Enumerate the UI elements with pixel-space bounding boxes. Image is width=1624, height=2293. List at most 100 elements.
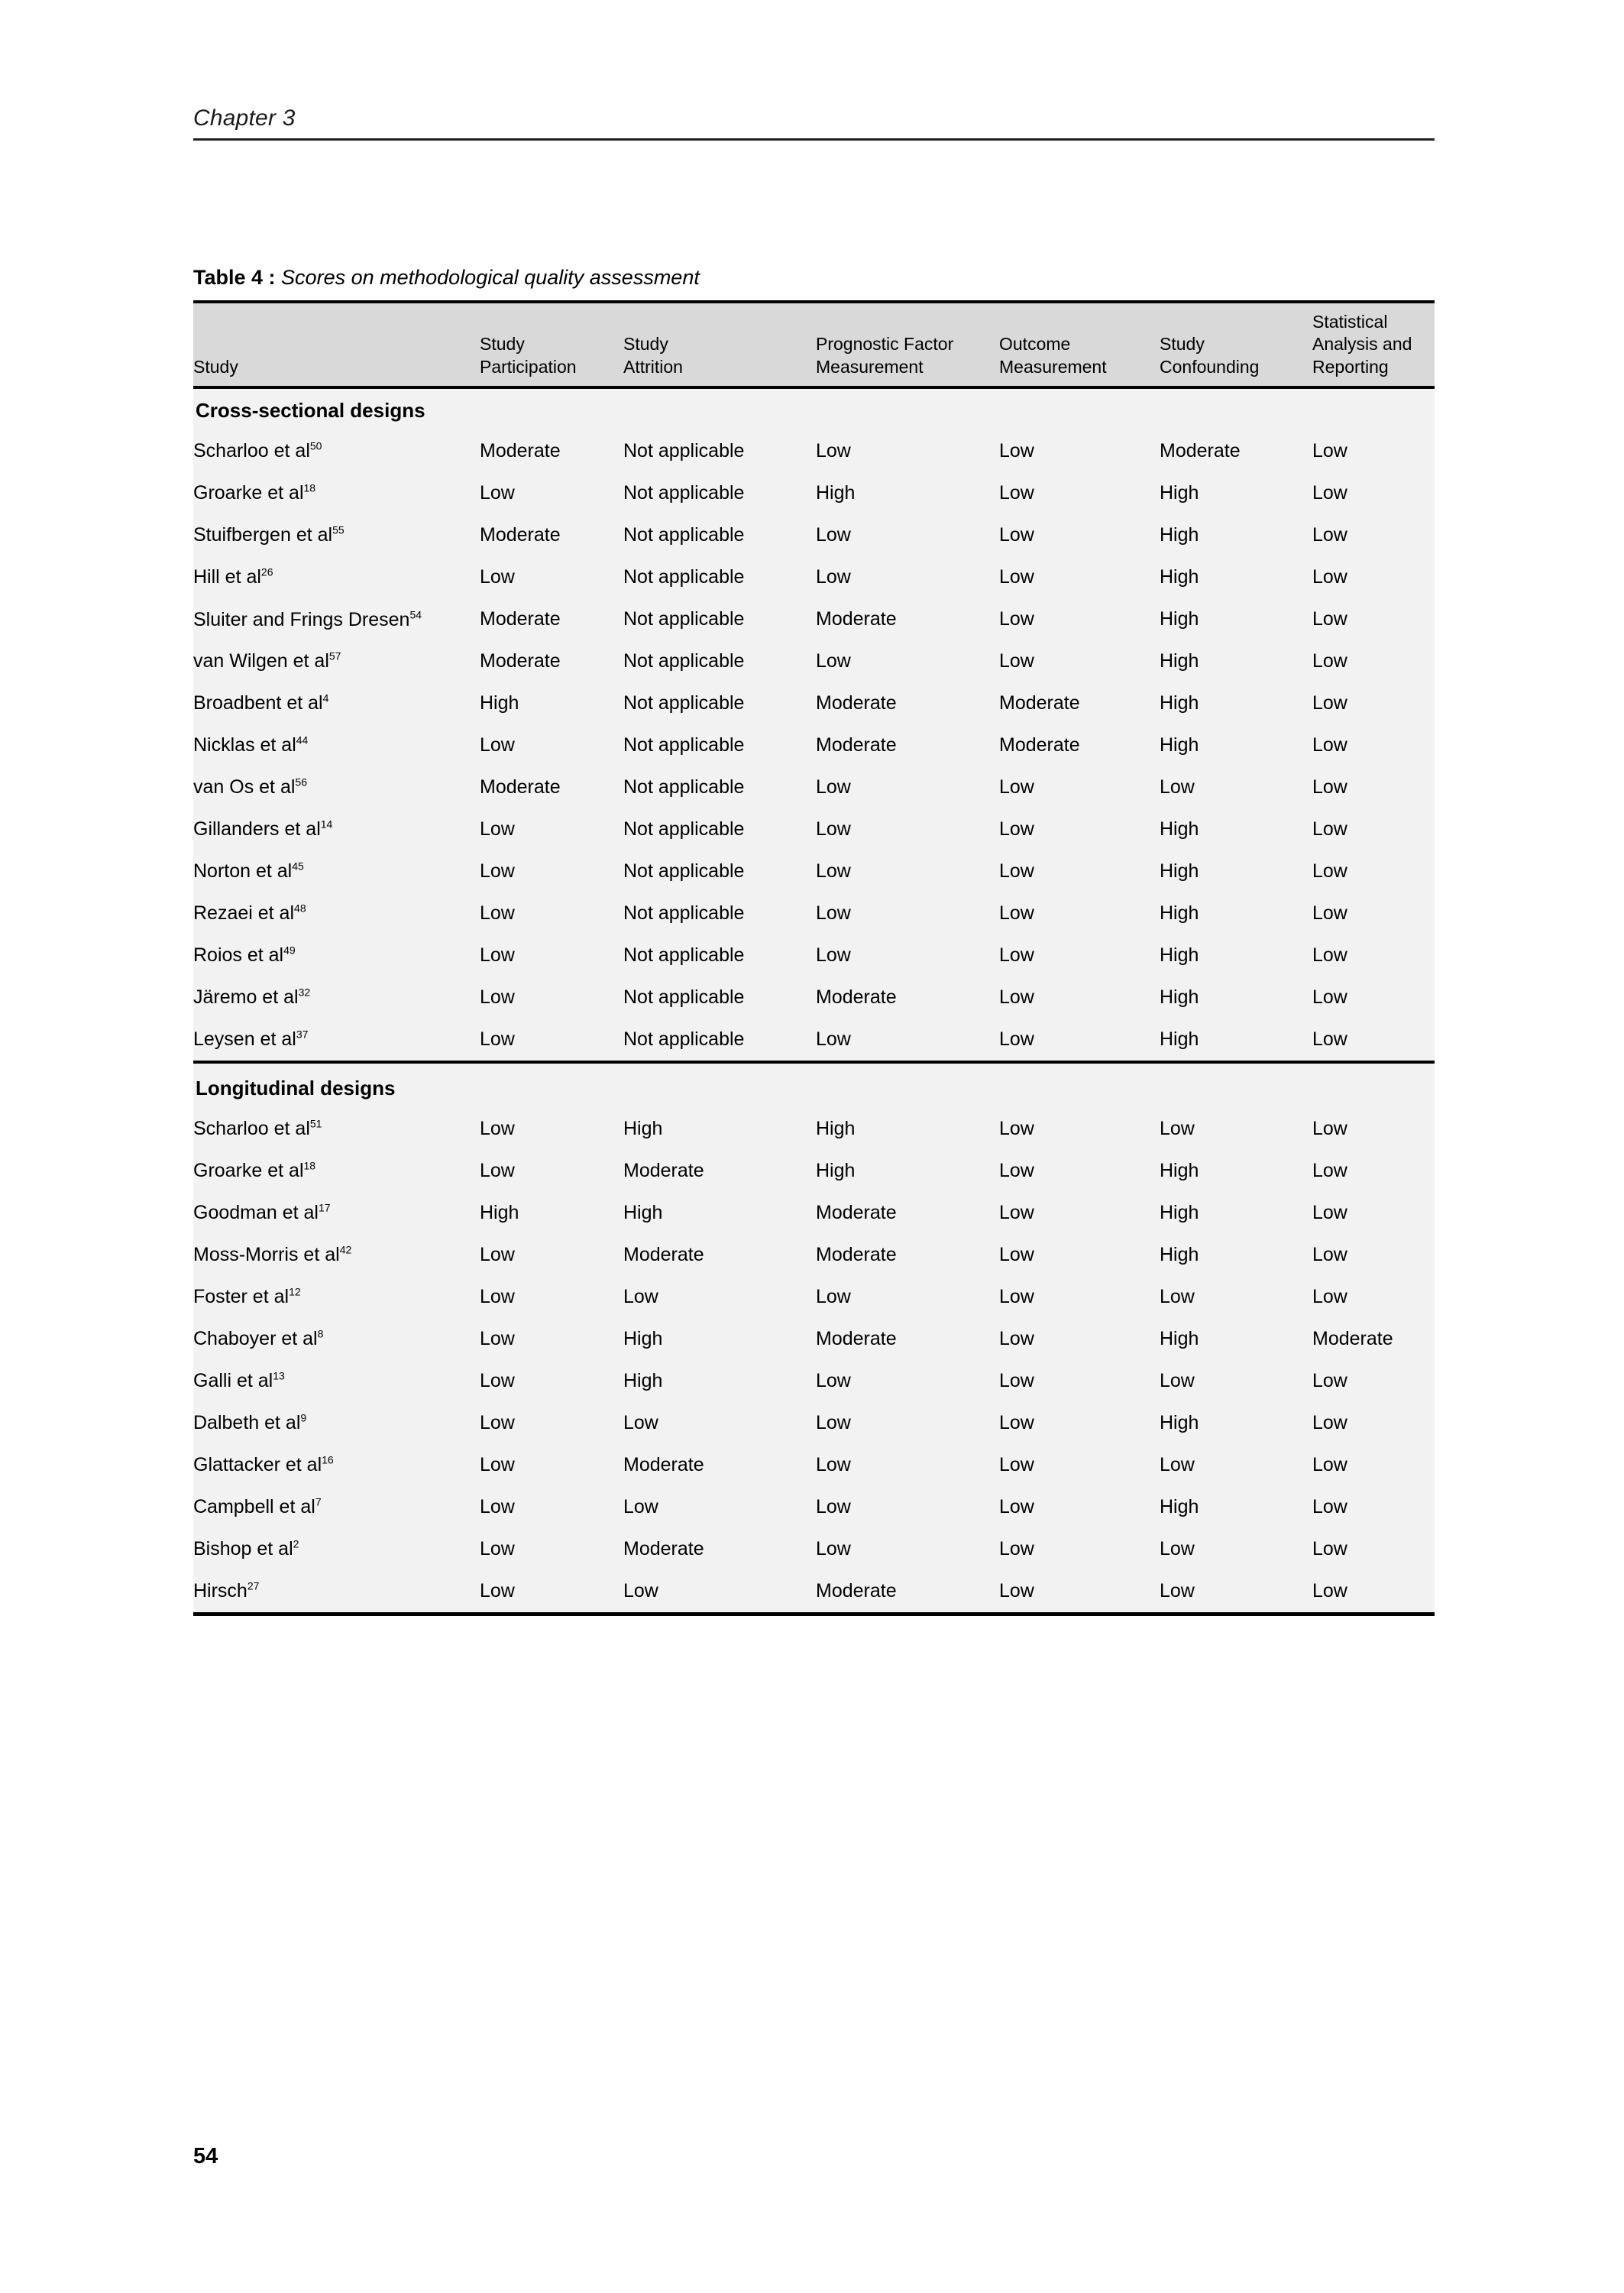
study-name-text: Gillanders et al — [193, 818, 321, 840]
study-name-text: Glattacker et al — [193, 1454, 322, 1476]
rating-cell-confounding: High — [1160, 1318, 1312, 1361]
column-header-attrition: Study Attrition — [623, 300, 816, 390]
rating-cell-attrition: Low — [623, 1570, 816, 1617]
section-spacer-cell — [816, 387, 999, 431]
rating-cell-attrition: Not applicable — [623, 472, 816, 515]
column-header-line: Study — [623, 334, 668, 355]
rating-cell-statistical: Low — [1312, 472, 1435, 515]
rating-cell-confounding: High — [1160, 640, 1312, 683]
reference-superscript: 26 — [260, 565, 273, 578]
column-header-line: Study — [193, 356, 238, 377]
study-name-cell: Hirsch27 — [193, 1570, 480, 1617]
rating-cell-outcome: Low — [999, 430, 1160, 473]
section-title: Cross-sectional designs — [193, 387, 480, 431]
rating-cell-participation: Moderate — [480, 514, 623, 557]
rating-cell-participation: High — [480, 682, 623, 725]
caption-label: Table 4 : — [193, 266, 276, 289]
rating-cell-outcome: Low — [999, 1528, 1160, 1571]
table-header-row: Study Study Participation Study Attrition … — [193, 300, 1435, 390]
rating-cell-statistical: Low — [1312, 1570, 1435, 1617]
rating-cell-outcome: Low — [999, 1318, 1160, 1361]
rating-cell-participation: Low — [480, 1234, 623, 1277]
reference-superscript: 57 — [328, 649, 341, 662]
study-name-text: Chaboyer et al — [193, 1328, 318, 1350]
column-header-line: Study — [480, 334, 525, 355]
reference-superscript: 27 — [247, 1579, 260, 1592]
column-header-line — [480, 311, 619, 333]
table-row: Dalbeth et al9 Low Low Low Low High Low — [193, 1402, 1435, 1445]
rating-cell-prognostic: Low — [816, 1444, 999, 1487]
table-row: Gillanders et al14 Low Not applicable Low Lo… — [193, 808, 1435, 851]
rating-cell-outcome: Low — [999, 1444, 1160, 1487]
rating-cell-confounding: High — [1160, 682, 1312, 725]
running-header: Chapter 3 — [193, 105, 1435, 141]
rating-cell-outcome: Moderate — [999, 682, 1160, 725]
rating-cell-prognostic: Low — [816, 556, 999, 599]
section-title: Longitudinal designs — [193, 1061, 480, 1109]
column-header-line — [623, 311, 811, 333]
rating-cell-prognostic: High — [816, 472, 999, 515]
rating-cell-statistical: Low — [1312, 430, 1435, 473]
rating-cell-participation: Low — [480, 1108, 623, 1151]
rating-cell-attrition: Moderate — [623, 1234, 816, 1277]
table-row: Norton et al45 Low Not applicable Low Low Hig… — [193, 850, 1435, 893]
rating-cell-outcome: Low — [999, 640, 1160, 683]
study-name-text: Nicklas et al — [193, 734, 296, 756]
rating-cell-statistical: Low — [1312, 1360, 1435, 1403]
rating-cell-confounding: Low — [1160, 1570, 1312, 1617]
column-header-study: Study — [193, 300, 480, 390]
table-row: Foster et al12 Low Low Low Low Low Low — [193, 1276, 1435, 1319]
table-row: Bishop et al2 Low Moderate Low Low Low Low — [193, 1528, 1435, 1571]
table-row: Campbell et al7 Low Low Low Low High Low — [193, 1486, 1435, 1529]
study-name-text: Goodman et al — [193, 1202, 319, 1224]
rating-cell-confounding: High — [1160, 556, 1312, 599]
rating-cell-participation: Low — [480, 1402, 623, 1445]
rating-cell-outcome: Low — [999, 472, 1160, 515]
reference-superscript: 55 — [332, 523, 345, 536]
rating-cell-statistical: Low — [1312, 682, 1435, 725]
rating-cell-participation: Moderate — [480, 430, 623, 473]
section-spacer-cell — [816, 1061, 999, 1109]
rating-cell-attrition: Not applicable — [623, 556, 816, 599]
reference-superscript: 51 — [309, 1117, 322, 1130]
study-name-cell: Dalbeth et al9 — [193, 1402, 480, 1445]
caption-text: Scores on methodological quality assessm… — [281, 266, 700, 289]
rating-cell-confounding: High — [1160, 976, 1312, 1019]
rating-cell-outcome: Low — [999, 1570, 1160, 1617]
rating-cell-prognostic: Moderate — [816, 1570, 999, 1617]
study-name-cell: Hill et al26 — [193, 556, 480, 599]
rating-cell-prognostic: Low — [816, 514, 999, 557]
table-row: Galli et al13 Low High Low Low Low Low — [193, 1360, 1435, 1403]
rating-cell-statistical: Low — [1312, 1276, 1435, 1319]
study-name-cell: Järemo et al32 — [193, 976, 480, 1019]
column-header-prognostic: Prognostic Factor Measurement — [816, 300, 999, 390]
study-name-cell: Campbell et al7 — [193, 1486, 480, 1529]
page-number: 54 — [193, 2144, 218, 2168]
reference-superscript: 50 — [309, 439, 322, 452]
table-row: Nicklas et al44 Low Not applicable Moderate… — [193, 724, 1435, 767]
table-row: Hill et al26 Low Not applicable Low Low High L… — [193, 556, 1435, 599]
table-header: Study Study Participation Study Attrition … — [193, 300, 1435, 390]
rating-cell-participation: Low — [480, 850, 623, 893]
column-header-line: Outcome — [999, 334, 1071, 355]
rating-cell-outcome: Low — [999, 1192, 1160, 1235]
rating-cell-outcome: Low — [999, 850, 1160, 893]
rating-cell-attrition: Not applicable — [623, 766, 816, 809]
column-header-statistical: Statistical Analysis and Reporting — [1312, 300, 1435, 390]
reference-superscript: 18 — [303, 481, 316, 494]
rating-cell-confounding: High — [1160, 472, 1312, 515]
reference-superscript: 13 — [273, 1369, 285, 1382]
column-header-line: Reporting — [1312, 356, 1389, 377]
rating-cell-participation: Low — [480, 472, 623, 515]
study-name-text: van Wilgen et al — [193, 650, 329, 672]
study-name-cell: Scharloo et al51 — [193, 1108, 480, 1151]
study-name-cell: Sluiter and Frings Dresen54 — [193, 598, 480, 641]
study-name-text: Roios et al — [193, 944, 284, 967]
study-name-cell: Stuifbergen et al55 — [193, 514, 480, 557]
reference-superscript: 17 — [319, 1201, 331, 1214]
rating-cell-participation: Low — [480, 1528, 623, 1571]
study-name-text: Foster et al — [193, 1286, 290, 1308]
study-name-text: Campbell et al — [193, 1496, 315, 1518]
study-name-cell: van Os et al56 — [193, 766, 480, 809]
